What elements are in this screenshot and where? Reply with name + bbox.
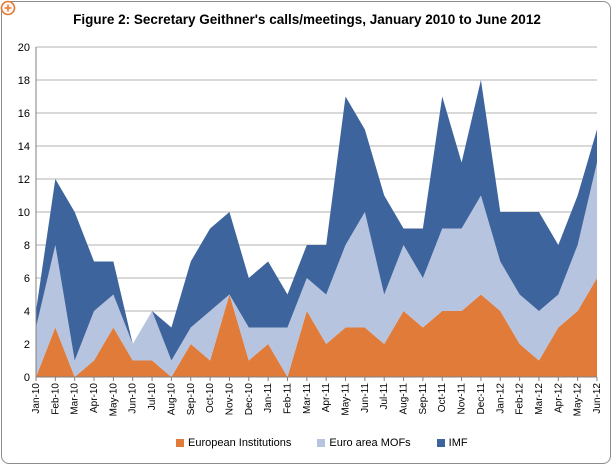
legend-swatch-euro-area-mofs bbox=[317, 439, 326, 447]
y-tick-label: 8 bbox=[24, 240, 30, 252]
x-tick-label: Jan-11 bbox=[263, 383, 274, 413]
x-tick-label: May-12 bbox=[573, 383, 584, 417]
y-tick-label: 12 bbox=[18, 174, 30, 186]
legend: European Institutions Euro area MOFs IMF bbox=[176, 437, 468, 449]
x-tick-label: Mar-10 bbox=[70, 383, 81, 415]
chart-title: Figure 2: Secretary Geithner's calls/mee… bbox=[73, 12, 541, 27]
x-tick-label: Nov-11 bbox=[457, 383, 468, 415]
y-tick-label: 0 bbox=[24, 372, 30, 384]
y-tick-label: 14 bbox=[18, 141, 30, 153]
area-imf bbox=[36, 80, 597, 361]
x-tick-label: Jun-11 bbox=[360, 383, 371, 413]
x-tick-label: Feb-10 bbox=[50, 383, 61, 415]
legend-item-european-institutions: European Institutions bbox=[176, 437, 291, 449]
x-tick-label: Jul-11 bbox=[379, 383, 390, 410]
zoom-in-icon[interactable] bbox=[0, 0, 16, 16]
legend-swatch-imf bbox=[436, 439, 445, 447]
x-tick-labels: Jan-10 Feb-10 Mar-10 Apr-10 May-10 Jun-10 Jul-… bbox=[31, 383, 603, 417]
x-tick-label: Mar-11 bbox=[302, 383, 313, 414]
area-series bbox=[36, 80, 597, 377]
x-tick-label: Mar-12 bbox=[534, 383, 545, 415]
legend-swatch-european-institutions bbox=[176, 439, 184, 447]
legend-label: European Institutions bbox=[188, 437, 292, 449]
x-tick-label: May-10 bbox=[108, 383, 119, 417]
legend-label: IMF bbox=[448, 437, 468, 449]
y-tick-label: 18 bbox=[18, 75, 30, 87]
x-tick-label: Apr-10 bbox=[89, 383, 100, 413]
x-tick-label: Dec-11 bbox=[476, 383, 487, 415]
y-tick-label: 2 bbox=[24, 339, 30, 351]
x-tick-label: Aug-11 bbox=[399, 383, 410, 415]
legend-label: Euro area MOFs bbox=[329, 437, 411, 449]
axes bbox=[35, 47, 598, 381]
x-tick-label: Feb-11 bbox=[282, 383, 293, 414]
y-tick-labels: 0 2 4 6 8 10 12 14 16 18 20 bbox=[18, 42, 30, 384]
x-tick-label: Jun-12 bbox=[592, 383, 603, 414]
x-tick-label: Aug-10 bbox=[166, 383, 177, 416]
area-euro-area-mofs bbox=[36, 162, 597, 377]
y-tick-label: 10 bbox=[18, 207, 30, 219]
legend-item-imf: IMF bbox=[436, 437, 468, 449]
x-tick-label: Jan-10 bbox=[31, 383, 42, 414]
x-tick-label: Apr-12 bbox=[553, 383, 564, 413]
x-tick-label: Dec-10 bbox=[244, 383, 255, 416]
x-tick-label: May-11 bbox=[341, 383, 352, 416]
x-tick-label: Sep-11 bbox=[418, 383, 429, 415]
x-tick-label: Oct-11 bbox=[437, 383, 448, 413]
x-tick-label: Oct-10 bbox=[205, 383, 216, 413]
y-tick-label: 20 bbox=[18, 42, 30, 54]
y-tick-label: 4 bbox=[24, 306, 30, 318]
x-tick-label: Sep-10 bbox=[186, 383, 197, 416]
y-tick-label: 16 bbox=[18, 108, 30, 120]
x-tick-label: Jan-12 bbox=[495, 383, 506, 414]
x-tick-label: Jul-10 bbox=[147, 383, 158, 411]
x-tick-label: Nov-10 bbox=[224, 383, 235, 416]
y-tick-label: 6 bbox=[24, 273, 30, 285]
legend-item-euro-area-mofs: Euro area MOFs bbox=[317, 437, 411, 449]
x-tick-label: Apr-11 bbox=[321, 383, 332, 413]
x-tick-label: Feb-12 bbox=[515, 383, 526, 415]
x-tick-label: Jun-10 bbox=[128, 383, 139, 414]
